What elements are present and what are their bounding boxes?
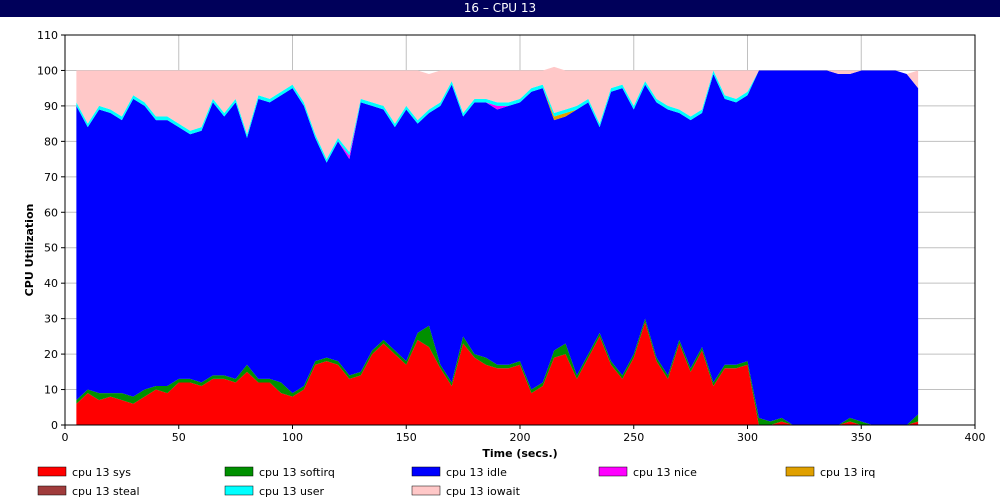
y-tick-label: 110	[37, 29, 58, 42]
y-tick-label: 60	[44, 206, 58, 219]
legend-swatch	[224, 466, 254, 477]
x-tick-label: 150	[396, 431, 417, 444]
legend-swatch	[411, 485, 441, 496]
legend: cpu 13 sys cpu 13 softirq cpu 13 idle cpu 1…	[37, 466, 875, 498]
x-axis-title: Time (secs.)	[482, 447, 557, 460]
window-title: 16 – CPU 13	[0, 0, 1000, 17]
x-tick-label: 400	[965, 431, 986, 444]
y-tick-label: 40	[44, 277, 58, 290]
x-axis-ticks: 0 50 100 150 200 250 300 350 400	[62, 425, 986, 444]
x-tick-label: 200	[510, 431, 531, 444]
y-tick-label: 100	[37, 64, 58, 77]
cpu-utilization-chart: 0 50 100 150 200 250 300 350 400 0 10 20 30 40 50 60 70…	[23, 29, 986, 498]
legend-label: cpu 13 sys	[72, 466, 131, 479]
legend-swatch	[224, 485, 254, 496]
legend-label: cpu 13 steal	[72, 485, 140, 498]
y-tick-label: 20	[44, 348, 58, 361]
series-area-cpu-13-iowait	[76, 66, 919, 160]
x-tick-label: 50	[172, 431, 186, 444]
x-tick-label: 250	[623, 431, 644, 444]
series-area-cpu-13-softirq	[76, 318, 919, 425]
legend-label: cpu 13 user	[259, 485, 324, 498]
x-tick-label: 100	[282, 431, 303, 444]
x-tick-label: 300	[737, 431, 758, 444]
legend-swatch	[598, 466, 628, 477]
legend-swatch	[411, 466, 441, 477]
series-area-cpu-13-sys	[76, 322, 919, 425]
y-axis-title: CPU Utilization	[23, 204, 36, 297]
legend-label: cpu 13 irq	[820, 466, 875, 479]
series-area-cpu-13-idle	[76, 70, 919, 425]
legend-label: cpu 13 iowait	[446, 485, 521, 498]
legend-label: cpu 13 idle	[446, 466, 507, 479]
y-tick-label: 70	[44, 171, 58, 184]
y-tick-label: 30	[44, 313, 58, 326]
y-tick-label: 90	[44, 100, 58, 113]
series-areas	[76, 66, 919, 425]
legend-swatch	[37, 466, 67, 477]
y-tick-label: 80	[44, 135, 58, 148]
x-tick-label: 350	[851, 431, 872, 444]
y-axis-ticks: 0 10 20 30 40 50 60 70 80 90 100 110	[37, 29, 65, 432]
legend-label: cpu 13 softirq	[259, 466, 335, 479]
legend-swatch	[37, 485, 67, 496]
legend-swatch	[785, 466, 815, 477]
y-tick-label: 0	[51, 419, 58, 432]
y-tick-label: 50	[44, 242, 58, 255]
legend-label: cpu 13 nice	[633, 466, 697, 479]
y-tick-label: 10	[44, 384, 58, 397]
x-tick-label: 0	[62, 431, 69, 444]
